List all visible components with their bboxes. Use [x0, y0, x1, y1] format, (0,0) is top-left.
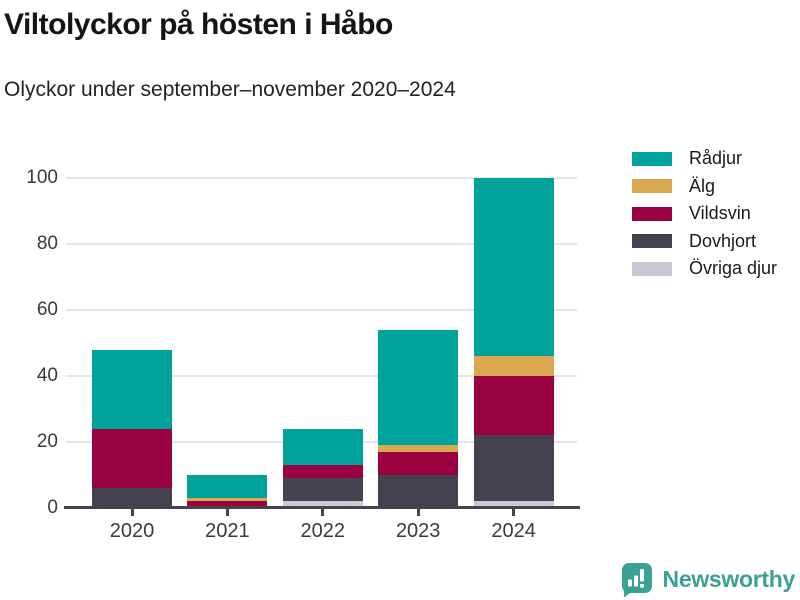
y-axis-tick-label: 80 [36, 233, 58, 254]
chart-legend: Rådjur Älg Vildsvin Dovhjort Övriga djur [632, 145, 777, 283]
x-axis-tick [130, 508, 134, 516]
legend-item: Vildsvin [632, 200, 777, 228]
bar-segment-2023-Vildsvin [378, 451, 459, 475]
legend-swatch-icon [632, 206, 672, 221]
x-axis-tick [416, 508, 420, 516]
legend-swatch-icon [632, 234, 672, 249]
bar-segment-2020-Dovhjort [92, 488, 172, 508]
gridline [66, 177, 577, 179]
x-axis-line [64, 505, 580, 509]
x-axis-tick-label: 2023 [395, 520, 441, 542]
x-axis-tick [321, 508, 325, 516]
bar-segment-2022-Rådjur [282, 428, 363, 466]
y-axis-tick-label: 20 [36, 431, 58, 452]
legend-label: Dovhjort [689, 230, 757, 251]
bar-segment-2022-Övriga djur [282, 501, 363, 508]
legend-label: Övriga djur [689, 258, 778, 279]
page-title: Viltolyckor på hösten i Håbo [4, 8, 393, 41]
x-axis-tick-label: 2022 [300, 520, 346, 542]
newsworthy-logo-icon [621, 563, 652, 598]
bar-segment-2021-Vildsvin [187, 501, 268, 508]
bar-segment-2024-Älg [473, 356, 554, 376]
bar-segment-2024-Dovhjort [473, 435, 554, 502]
bar-segment-2022-Vildsvin [282, 465, 363, 479]
legend-label: Vildsvin [689, 203, 751, 224]
legend-swatch-icon [632, 151, 672, 166]
legend-item: Älg [632, 173, 777, 201]
legend-label: Rådjur [689, 148, 743, 169]
x-axis-tick [512, 508, 516, 516]
legend-item: Övriga djur [632, 255, 777, 283]
bar-segment-2021-Rådjur [187, 475, 268, 499]
y-axis-tick-label: 0 [47, 497, 58, 518]
legend-label: Älg [689, 175, 716, 196]
y-axis-tick-label: 100 [26, 167, 58, 188]
bar-segment-2023-Älg [378, 445, 459, 452]
bar-segment-2024-Övriga djur [473, 501, 554, 508]
legend-item: Rådjur [632, 145, 777, 173]
brand-footer: Newsworthy [619, 560, 795, 598]
legend-item: Dovhjort [632, 228, 777, 256]
bar-segment-2023-Dovhjort [378, 475, 459, 508]
bar-segment-2023-Rådjur [378, 329, 459, 446]
bar-segment-2024-Vildsvin [473, 376, 554, 436]
bar-segment-2022-Dovhjort [282, 478, 363, 502]
bar-segment-2024-Rådjur [473, 178, 554, 357]
y-axis-tick-label: 60 [36, 299, 58, 320]
x-axis-tick-label: 2020 [109, 520, 155, 542]
bar-segment-2021-Älg [187, 498, 268, 502]
x-axis-tick-label: 2021 [205, 520, 250, 542]
bar-segment-2020-Rådjur [92, 349, 172, 429]
legend-swatch-icon [632, 179, 672, 194]
brand-name: Newsworthy [662, 565, 796, 592]
y-axis-tick-label: 40 [36, 365, 58, 386]
gridline [66, 375, 577, 377]
gridline [66, 243, 577, 245]
bar-segment-2020-Vildsvin [92, 428, 172, 489]
x-axis-tick-label: 2024 [491, 520, 536, 542]
x-axis-tick [225, 508, 229, 516]
gridline [66, 309, 577, 311]
chart-subtitle: Olyckor under september–november 2020–20… [4, 78, 456, 101]
legend-swatch-icon [632, 261, 672, 276]
